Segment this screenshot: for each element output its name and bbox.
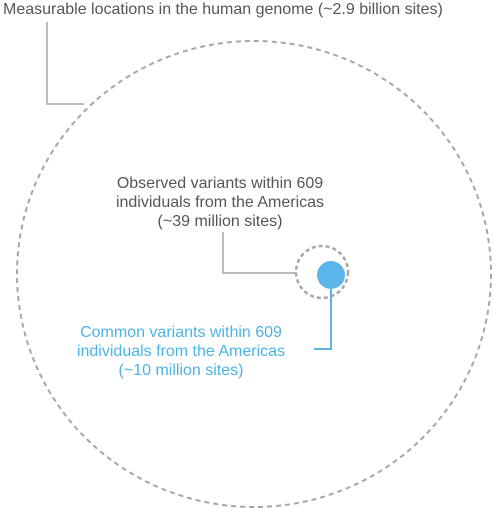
common-label-line-3: (~10 million sites) (118, 362, 244, 379)
observed-variants-label: Observed variants within 609 individuals… (85, 174, 355, 231)
observed-label-line-3: (~39 million sites) (157, 213, 283, 230)
common-label-line-2: individuals from the Americas (76, 343, 286, 360)
common-variants-circle (317, 261, 345, 289)
common-label-line-1: Common variants within 609 (80, 324, 282, 341)
observed-label-line-1: Observed variants within 609 (116, 175, 324, 192)
common-leader-line (314, 289, 332, 350)
observed-label-line-2: individuals from the Americas (115, 194, 325, 211)
genome-circle (16, 40, 492, 508)
genome-leader-line (46, 22, 84, 105)
observed-leader-line (222, 232, 296, 274)
observed-variants-circle (294, 244, 350, 300)
genome-label: Measurable locations in the human genome… (3, 1, 443, 18)
common-variants-label: Common variants within 609 individuals f… (46, 323, 316, 380)
